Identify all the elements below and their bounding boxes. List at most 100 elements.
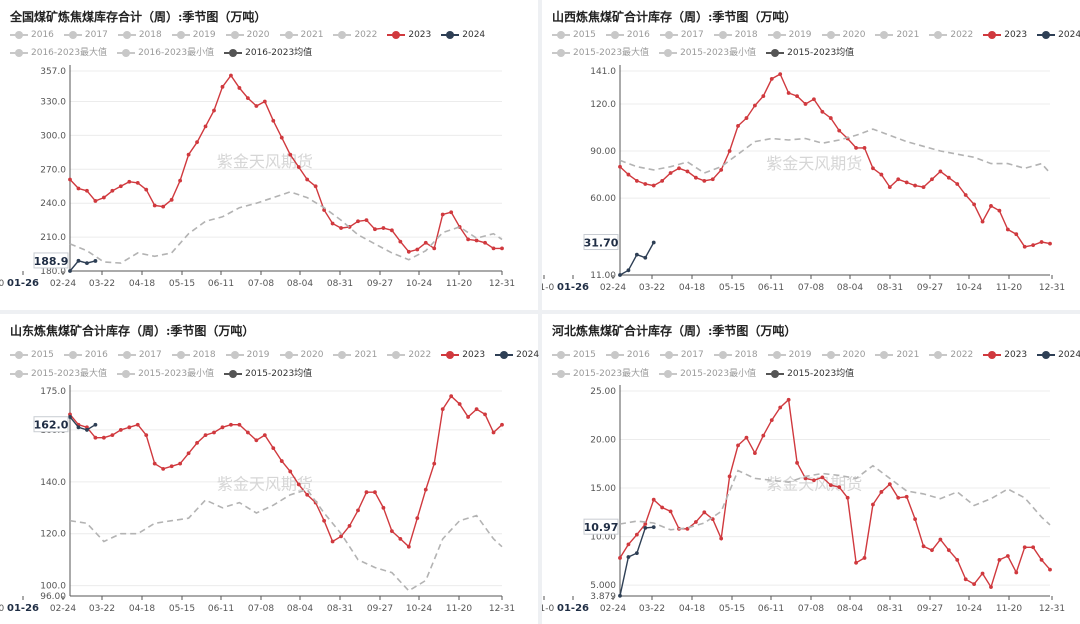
- point-2024: [634, 252, 639, 257]
- y-tick-label: 210.0: [40, 233, 66, 243]
- legend-item[interactable]: 2018: [117, 30, 162, 40]
- legend-item[interactable]: 2022: [333, 30, 377, 40]
- point-2024: [68, 415, 72, 419]
- point-2023: [93, 199, 98, 203]
- legend-swatch-icon: [875, 30, 894, 39]
- legend-row-1[interactable]: 2015 2016 2017 2018 2019 2020 2021 2022 2023 2024: [552, 350, 1080, 360]
- legend-item[interactable]: 2017: [117, 350, 162, 360]
- legend-swatch-icon: [10, 369, 28, 378]
- legend-item[interactable]: 2015-2023均值: [224, 366, 312, 379]
- y-tick-label: 96.00: [40, 592, 66, 602]
- legend-item[interactable]: 2016-2023最大值: [10, 45, 107, 58]
- legend-item[interactable]: 2020: [225, 30, 270, 40]
- legend-item[interactable]: 2016: [10, 30, 54, 40]
- legend-item[interactable]: 2021: [333, 350, 377, 360]
- legend-item[interactable]: 2023: [983, 30, 1027, 40]
- legend-item[interactable]: 2018: [171, 350, 216, 360]
- legend-item[interactable]: 2019: [767, 350, 812, 360]
- legend-row-1[interactable]: 2015 2016 2017 2018 2019 2020 2021 2022 2023 2024: [10, 350, 549, 360]
- legend-item[interactable]: 2016: [605, 30, 650, 40]
- legend-item[interactable]: 2020: [821, 30, 865, 40]
- point-2023: [1005, 227, 1010, 232]
- legend-swatch-icon: [10, 48, 28, 57]
- point-2023: [423, 487, 428, 492]
- legend-item[interactable]: 2024: [1037, 350, 1080, 360]
- legend-item[interactable]: 2022: [387, 350, 431, 360]
- legend-item[interactable]: 2023: [983, 350, 1027, 360]
- legend-row-2[interactable]: 2015-2023最大值 2015-2023最小值 2015-2023均值: [552, 366, 864, 379]
- y-tick-label: 270.0: [40, 165, 66, 175]
- legend-item[interactable]: 2021: [279, 30, 323, 40]
- legend-item[interactable]: 2016-2023均值: [224, 45, 312, 58]
- point-2023: [980, 571, 985, 576]
- legend-item[interactable]: 2019: [767, 30, 812, 40]
- legend-item[interactable]: 2021: [875, 350, 919, 360]
- legend-row-1[interactable]: 2015 2016 2017 2018 2019 2020 2021 2022 2023 2024: [552, 30, 1080, 40]
- point-2023: [237, 422, 242, 427]
- legend-item[interactable]: 2022: [929, 350, 973, 360]
- point-2023: [1031, 545, 1036, 550]
- legend-swatch-icon: [279, 350, 298, 359]
- series-line-2024: [69, 260, 96, 272]
- point-2023: [440, 212, 445, 217]
- legend-item[interactable]: 2015-2023最小值: [117, 366, 214, 379]
- legend-row-2[interactable]: 2016-2023最大值 2016-2023最小值 2016-2023均值: [10, 45, 322, 58]
- point-2023: [1022, 244, 1027, 249]
- legend-item[interactable]: 2018: [713, 350, 758, 360]
- legend-item[interactable]: 2016: [605, 350, 650, 360]
- legend-item[interactable]: 2023: [387, 30, 431, 40]
- legend-item[interactable]: 2015-2023最大值: [552, 366, 649, 379]
- legend-item[interactable]: 2017: [63, 30, 108, 40]
- legend-item[interactable]: 2024: [441, 30, 485, 40]
- legend-item[interactable]: 2017: [659, 350, 704, 360]
- legend-item[interactable]: 2021: [875, 30, 919, 40]
- point-2023: [305, 177, 310, 182]
- legend-item[interactable]: 2015-2023均值: [766, 45, 854, 58]
- point-2023: [913, 183, 917, 188]
- legend-item[interactable]: 2016-2023最小值: [117, 45, 214, 58]
- point-2023: [127, 425, 132, 430]
- legend-swatch-icon: [929, 30, 948, 39]
- point-2023: [871, 502, 875, 507]
- legend-item[interactable]: 2015: [552, 30, 596, 40]
- legend-item[interactable]: 2015-2023均值: [766, 366, 854, 379]
- x-tick-label: 01-0: [542, 283, 554, 293]
- point-2023: [500, 246, 504, 251]
- legend-row-2[interactable]: 2015-2023最大值 2015-2023最小值 2015-2023均值: [10, 366, 322, 379]
- legend-item[interactable]: 2016: [63, 350, 108, 360]
- legend-item[interactable]: 2015: [10, 350, 54, 360]
- legend-item[interactable]: 2015: [552, 350, 596, 360]
- legend-item[interactable]: 2022: [929, 30, 973, 40]
- point-2023: [483, 240, 487, 245]
- point-2023: [837, 128, 842, 133]
- point-2023: [795, 94, 799, 99]
- legend-item[interactable]: 2017: [659, 30, 704, 40]
- legend-item[interactable]: 2019: [171, 30, 216, 40]
- legend-row-2[interactable]: 2015-2023最大值 2015-2023最小值 2015-2023均值: [552, 45, 864, 58]
- legend-item[interactable]: 2018: [713, 30, 758, 40]
- legend-item[interactable]: 2019: [225, 350, 270, 360]
- legend-row-1[interactable]: 2016 2017 2018 2019 2020 2021 2022 2023 2024: [10, 30, 495, 40]
- legend-item[interactable]: 2015-2023最小值: [659, 45, 756, 58]
- point-2023: [702, 510, 707, 515]
- legend-item[interactable]: 2020: [279, 350, 323, 360]
- y-tick-label: 330.0: [40, 98, 66, 108]
- point-2023: [305, 492, 310, 497]
- y-tick-label: 15.00: [590, 484, 616, 494]
- point-2023: [203, 124, 208, 129]
- legend-item[interactable]: 2015-2023最小值: [659, 366, 756, 379]
- legend-item[interactable]: 2023: [441, 350, 485, 360]
- point-2023: [178, 178, 183, 183]
- x-tick-label: 09-27: [917, 604, 943, 614]
- point-2023: [254, 438, 259, 443]
- point-2023: [220, 425, 225, 430]
- point-2023: [744, 435, 749, 440]
- legend-item[interactable]: 2024: [495, 350, 539, 360]
- legend-item[interactable]: 2015-2023最大值: [552, 45, 649, 58]
- legend-item[interactable]: 2020: [821, 350, 865, 360]
- legend-item[interactable]: 2024: [1037, 30, 1080, 40]
- point-2023: [178, 461, 183, 466]
- legend-item[interactable]: 2015-2023最大值: [10, 366, 107, 379]
- point-2023: [812, 97, 816, 102]
- point-2023: [415, 247, 420, 252]
